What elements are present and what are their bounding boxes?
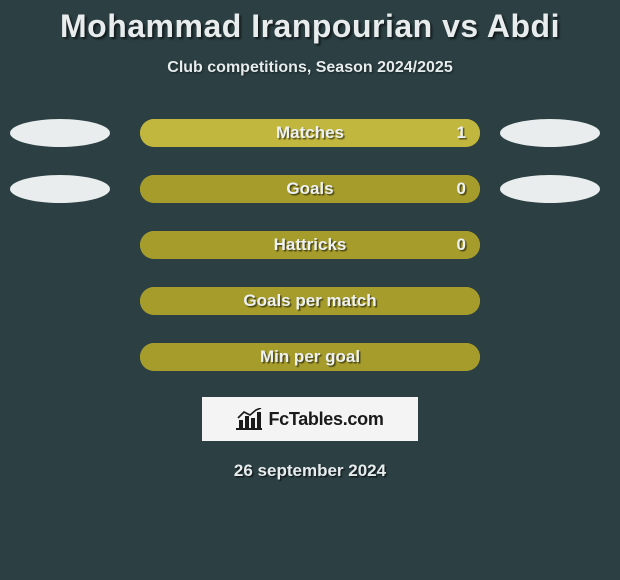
stat-row: Matches 1 — [0, 119, 620, 147]
stat-label: Goals per match — [243, 291, 376, 311]
subtitle: Club competitions, Season 2024/2025 — [0, 59, 620, 77]
date-text: 26 september 2024 — [0, 461, 620, 481]
stat-label: Hattricks — [274, 235, 347, 255]
left-ellipse — [10, 175, 110, 203]
left-ellipse — [10, 119, 110, 147]
stat-bar: Goals 0 — [140, 175, 480, 203]
right-ellipse — [500, 119, 600, 147]
page-title: Mohammad Iranpourian vs Abdi — [0, 8, 620, 45]
right-ellipse — [500, 175, 600, 203]
stat-value: 1 — [457, 123, 466, 143]
stat-row: Goals per match — [0, 287, 620, 315]
stat-label: Goals — [286, 179, 333, 199]
stat-bar: Min per goal — [140, 343, 480, 371]
stat-bar: Matches 1 — [140, 119, 480, 147]
stat-label: Min per goal — [260, 347, 360, 367]
fctables-logo: FcTables.com — [202, 397, 418, 441]
stat-row: Min per goal — [0, 343, 620, 371]
stat-bar: Goals per match — [140, 287, 480, 315]
stat-value: 0 — [457, 235, 466, 255]
logo-text: FcTables.com — [268, 409, 383, 430]
stat-row: Hattricks 0 — [0, 231, 620, 259]
chart-icon — [236, 408, 262, 430]
stats-list: Matches 1 Goals 0 Hattricks 0 Goals per match M… — [0, 119, 620, 371]
stat-label: Matches — [276, 123, 344, 143]
stat-value: 0 — [457, 179, 466, 199]
stat-bar: Hattricks 0 — [140, 231, 480, 259]
stat-row: Goals 0 — [0, 175, 620, 203]
